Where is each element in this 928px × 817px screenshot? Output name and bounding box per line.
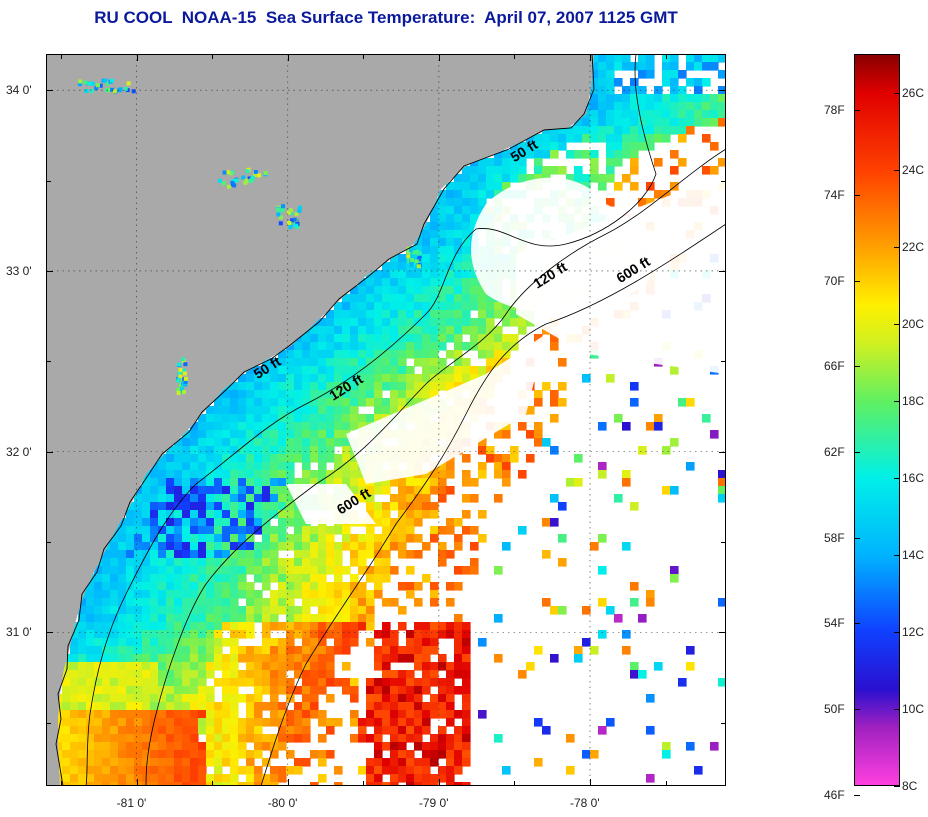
temperature-colorbar <box>854 54 900 786</box>
axis-tick <box>590 779 591 786</box>
celsius-tick-label: 26C <box>902 85 925 100</box>
colorbar-tick <box>894 92 900 94</box>
colorbar-tick <box>894 323 900 325</box>
fahrenheit-tick-label: 62F <box>824 445 845 460</box>
longitude-tick-label: -79 0' <box>418 796 449 810</box>
axis-tick <box>61 781 63 786</box>
colorbar-tick <box>854 623 860 625</box>
axis-tick <box>46 451 53 453</box>
colorbar-tick <box>854 708 860 710</box>
fahrenheit-tick-label: 58F <box>824 530 845 545</box>
axis-tick <box>721 722 726 724</box>
axis-tick <box>590 54 591 61</box>
axis-tick <box>363 781 365 786</box>
latitude-tick-label: 33 0' <box>6 263 32 278</box>
axis-tick <box>514 54 516 59</box>
celsius-tick-label: 22C <box>902 239 925 254</box>
depth-contours <box>85 54 726 786</box>
axis-tick <box>721 542 726 543</box>
axis-tick <box>438 779 440 786</box>
fahrenheit-tick-label: 50F <box>824 701 845 716</box>
colorbar-tick <box>854 537 860 539</box>
sst-map[interactable]: 50 ft 120 ft 600 ft 50 ft 120 ft 600 ft <box>46 54 726 786</box>
fahrenheit-tick-label: 66F <box>824 359 845 374</box>
colorbar-tick <box>854 109 860 111</box>
axis-tick <box>61 54 63 59</box>
celsius-tick-label: 24C <box>902 162 925 177</box>
colorbar-tick <box>894 400 900 402</box>
celsius-tick-label: 8C <box>902 779 918 793</box>
map-title: RU COOL NOAA-15 Sea Surface Temperature:… <box>94 8 678 27</box>
celsius-tick-label: 18C <box>902 393 925 408</box>
axis-tick <box>287 779 289 786</box>
colorbar-tick <box>894 169 900 171</box>
latitude-tick-label: 34 0' <box>6 83 32 98</box>
colorbar-tick <box>854 366 860 368</box>
axis-tick <box>665 781 667 786</box>
fahrenheit-tick-label: 70F <box>824 273 845 288</box>
axis-tick <box>719 451 726 453</box>
axis-tick <box>514 781 516 786</box>
colorbar-tick <box>854 195 860 197</box>
colorbar-tick <box>894 708 900 710</box>
fahrenheit-tick-label: 46F <box>824 787 845 802</box>
celsius-tick-label: 20C <box>902 316 925 331</box>
latitude-tick-label: 32 0' <box>6 444 32 459</box>
land-mass <box>46 54 594 786</box>
longitude-tick-label: -81 0' <box>116 796 147 810</box>
axis-tick <box>46 270 53 272</box>
axis-tick <box>363 54 365 59</box>
colorbar-tick <box>894 786 900 787</box>
axis-tick <box>46 90 53 92</box>
colorbar-tick <box>894 477 900 479</box>
axis-tick <box>719 632 726 634</box>
fahrenheit-tick-label: 78F <box>824 102 845 117</box>
colorbar-tick <box>854 794 860 796</box>
axis-tick <box>719 90 726 92</box>
axis-tick <box>46 542 51 543</box>
axis-tick <box>287 54 289 61</box>
latitude-tick-label: 31 0' <box>6 625 32 640</box>
fahrenheit-tick-label: 74F <box>824 188 845 203</box>
colorbar-tick <box>894 246 900 248</box>
coastline <box>55 54 595 786</box>
axis-tick <box>46 632 53 634</box>
axis-tick <box>46 722 51 724</box>
colorbar-tick <box>894 631 900 633</box>
celsius-tick-label: 10C <box>902 701 925 716</box>
longitude-tick-label: -80 0' <box>267 796 298 810</box>
fahrenheit-tick-label: 54F <box>824 616 845 631</box>
longitude-tick-label: -78 0' <box>570 796 600 810</box>
axis-tick <box>721 180 726 182</box>
axis-tick <box>438 54 440 61</box>
axis-tick <box>719 270 726 272</box>
colorbar-tick <box>894 554 900 556</box>
axis-tick <box>136 54 138 61</box>
lat-lon-gridlines <box>46 54 726 786</box>
axis-tick <box>212 781 214 786</box>
axis-tick <box>721 361 726 363</box>
colorbar-tick <box>854 280 860 282</box>
axis-tick <box>212 54 214 59</box>
axis-tick <box>46 180 51 182</box>
axis-tick <box>665 54 667 59</box>
celsius-tick-label: 16C <box>902 470 925 485</box>
axis-tick <box>136 779 138 786</box>
celsius-tick-label: 14C <box>902 547 925 562</box>
coastal-islands <box>77 78 422 395</box>
celsius-tick-label: 12C <box>902 624 925 639</box>
axis-tick <box>46 361 51 363</box>
colorbar-tick <box>854 452 860 454</box>
